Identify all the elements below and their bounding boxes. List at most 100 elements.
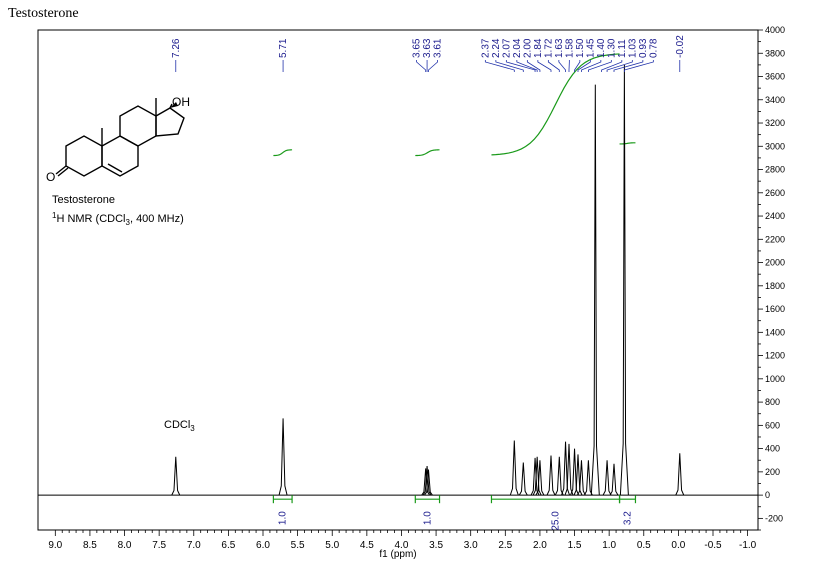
peak-label: 1.72 [543,38,554,58]
subtitle-sub: 3 [126,218,131,227]
peak-label-connector [601,60,623,72]
peak-label: 5.71 [278,38,289,58]
oh-label: OH [172,95,190,109]
y-tick-label: 2000 [765,258,785,268]
x-tick-label: 5.0 [325,540,339,551]
spectrum-peak [573,454,583,496]
peak-label-connector [558,60,566,72]
peak-label-connector [416,60,427,72]
peak-label-connector [495,60,524,72]
spectrum-peak [546,455,556,496]
x-tick-label: 8.0 [118,540,132,551]
peak-label: -0.02 [675,35,686,58]
x-tick-label: 6.5 [221,540,235,551]
x-tick-label: 7.0 [187,540,201,551]
peak-label: 2.07 [501,38,512,58]
solvent-label: CDCl3 [164,419,195,433]
spectrum-peak [422,466,432,496]
peak-label-connector [547,60,560,72]
peak-label: 1.40 [596,38,607,58]
x-tick-label: 3.0 [464,540,478,551]
integral-curve [491,53,620,156]
x-tick-label: 2.5 [498,540,512,551]
y-tick-label: 3000 [765,141,785,151]
peak-label: 2.24 [491,38,502,58]
peak-label-connector [623,60,654,72]
x-tick-label: 9.0 [48,540,62,551]
spectrum-peak [590,84,600,496]
peak-label-connector [537,60,552,72]
peak-label: 0.93 [638,38,649,58]
peak-label: 1.11 [617,39,628,58]
peak-label: 1.84 [533,38,544,58]
x-axis-title: f1 (ppm) [379,549,416,560]
x-tick-label: 6.0 [256,540,270,551]
spectrum-peak [532,456,542,496]
peak-label: 3.63 [422,38,433,58]
carbonyl-o-label: O [46,170,55,184]
y-tick-label: 800 [765,397,780,407]
y-tick-label: 0 [765,490,770,500]
peak-label: 3.65 [412,38,423,58]
peak-label-connector [526,60,541,72]
stereo-wedge-icon [170,102,178,108]
y-tick-label: 2800 [765,165,785,175]
x-tick-label: 7.5 [152,540,166,551]
spectrum-peak [577,460,586,496]
y-tick-label: 2200 [765,234,785,244]
integral-curve [619,142,636,145]
x-tick-label: -0.5 [704,540,722,551]
peak-label: 2.00 [522,38,533,58]
x-tick-label: 4.0 [395,540,409,551]
spectrum-peak [564,443,574,496]
y-tick-label: 1800 [765,281,785,291]
x-tick-label: 2.0 [533,540,547,551]
peak-label-connector [428,60,438,72]
peak-label: 1.30 [606,38,617,58]
y-tick-label: 400 [765,444,780,454]
integral-curve [415,149,440,157]
spectrum-peak [602,460,612,496]
y-tick-label: 1400 [765,327,785,337]
x-tick-label: 5.5 [291,540,305,551]
peak-label-connector [516,60,538,72]
x-tick-label: 0.5 [637,540,651,551]
spectrum-peak [619,64,629,496]
spectrum-peak [424,469,433,496]
spectrum-peak [561,441,571,496]
testosterone-structure [55,98,185,177]
peak-label: 0.78 [648,38,659,58]
spectrum-peak [421,468,431,496]
peak-label-connector [574,60,581,72]
spectrum-peak [278,418,288,496]
x-tick-label: 0.0 [671,540,685,551]
subtitle-sup: 1 [52,211,57,220]
peak-label-connector [606,60,633,72]
subtitle-main: H NMR (CDCl [56,213,125,225]
peak-label: 2.37 [480,38,491,58]
spectrum-peak [535,460,545,496]
peak-label: 1.63 [554,38,565,58]
y-tick-label: 3600 [765,72,785,82]
peak-label: 1.50 [575,38,586,58]
x-tick-label: 3.5 [429,540,443,551]
integral-value: 25.0 [551,511,562,531]
y-tick-label: 2600 [765,188,785,198]
spectrum-peak [509,440,519,496]
spectrum-peak [554,456,564,496]
page-title: Testosterone [8,6,79,21]
y-tick-label: -200 [765,513,783,523]
integral-value: 1.0 [422,511,433,525]
integral-value: 3.2 [623,511,634,525]
y-tick-label: 4000 [765,25,785,35]
spectrum-peak [570,448,580,496]
x-tick-label: 1.0 [602,540,616,551]
x-tick-label: -1.0 [739,540,757,551]
spectrum-peak [171,456,181,496]
x-tick-label: 4.5 [360,540,374,551]
peak-label-connector [484,60,515,72]
peak-label-connector [613,60,644,72]
plot-frame [37,29,759,531]
nmr-subtitle: 1H NMR (CDCl3, 400 MHz) [52,211,184,227]
